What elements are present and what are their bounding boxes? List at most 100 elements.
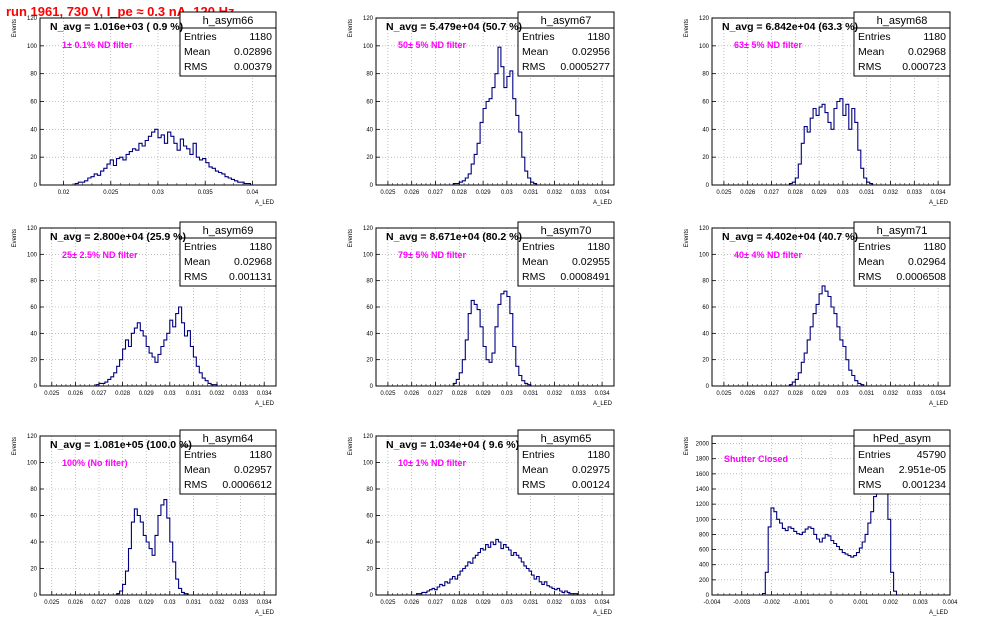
stats-value-entries: 1180	[923, 31, 946, 43]
y-axis-label: Events	[12, 229, 18, 247]
stats-box-frame	[517, 221, 615, 287]
y-tick-label: 120	[363, 434, 374, 440]
y-tick-label: 80	[366, 279, 373, 285]
y-tick-label: 80	[702, 72, 709, 78]
x-axis-label: A_LED	[593, 610, 613, 616]
x-tick-label: 0.031	[523, 391, 539, 397]
stats-value-mean: 0.02896	[234, 46, 272, 58]
histogram-name: h_asym66	[203, 15, 254, 27]
x-tick-label: 0.027	[428, 391, 444, 397]
y-tick-label: 0	[706, 384, 710, 390]
x-tick-label: 0.027	[428, 600, 444, 606]
stats-value-rms: 0.001234	[902, 479, 946, 491]
histogram-name: h_asym70	[541, 225, 592, 237]
x-axis-label: A_LED	[929, 401, 949, 407]
y-tick-label: 60	[702, 100, 709, 106]
histogram-line	[759, 443, 898, 596]
histogram-line	[783, 285, 891, 387]
histogram-panel-h_asym64: 0.025 0.026 0.027 0.028 0.029 0.03 0.031 0.032 0…	[12, 429, 277, 616]
y-tick-label: 100	[699, 252, 710, 258]
x-tick-label: 0.004	[942, 600, 958, 606]
x-tick-label: 0.03	[501, 190, 513, 196]
x-tick-label: 0.032	[209, 391, 225, 397]
y-tick-label: 60	[30, 305, 37, 311]
y-tick-label: 0	[34, 384, 38, 390]
histogram-name: h_asym68	[877, 15, 928, 27]
filter-label: 40± 4% ND filter	[734, 250, 802, 260]
panel-title: N_avg = 2.800e+04 (25.9 %)	[50, 231, 186, 243]
y-tick-label: 120	[699, 16, 710, 22]
stats-box: h_asym70 Entries 1180 Mean 0.02955 RMS 0.00084…	[517, 221, 615, 287]
histogram-line	[411, 538, 591, 596]
x-tick-label: 0.03	[164, 600, 176, 606]
stats-label-rms: RMS	[522, 61, 545, 73]
y-axis-label: Events	[348, 19, 354, 37]
y-tick-label: 20	[702, 358, 709, 364]
stats-value-mean: 2.951e-05	[899, 464, 946, 476]
y-tick-label: 60	[366, 514, 373, 520]
histogram-line	[40, 128, 276, 186]
stats-box-frame	[179, 429, 277, 495]
stats-box: h_asym67 Entries 1180 Mean 0.02956 RMS 0.00052…	[517, 11, 615, 77]
stats-box: h_asym66 Entries 1180 Mean 0.02896 RMS 0.00379	[179, 11, 277, 77]
x-tick-label: 0.025	[380, 600, 396, 606]
stats-box: h_asym68 Entries 1180 Mean 0.02968 RMS 0.00072…	[853, 11, 951, 77]
y-tick-label: 100	[27, 252, 38, 258]
x-tick-label: 0.029	[476, 391, 492, 397]
stats-value-mean: 0.02956	[572, 46, 610, 58]
x-tick-label: 0.034	[257, 600, 273, 606]
x-tick-label: 0.04	[247, 190, 259, 196]
y-tick-label: 1200	[696, 502, 710, 508]
y-tick-label: 20	[30, 155, 37, 161]
histogram-name: h_asym64	[203, 433, 254, 445]
x-tick-label: 0.033	[571, 190, 587, 196]
stats-label-mean: Mean	[522, 464, 548, 476]
stats-value-entries: 1180	[587, 31, 610, 43]
y-tick-label: 0	[34, 183, 38, 189]
y-tick-label: 80	[702, 279, 709, 285]
x-tick-label: 0.027	[428, 190, 444, 196]
stats-value-rms: 0.0006612	[222, 479, 272, 491]
y-tick-label: 40	[702, 331, 709, 337]
y-tick-label: 600	[699, 548, 710, 554]
x-tick-label: 0.032	[883, 391, 899, 397]
stats-box: h_asym69 Entries 1180 Mean 0.02968 RMS 0.00113…	[179, 221, 277, 287]
histogram-panel-h_asym66: 0.02 0.025 0.03 0.035 0.04 0 20 40 60 80 100 120 Eve…	[12, 11, 277, 206]
y-tick-label: 80	[30, 487, 37, 493]
y-tick-label: 120	[363, 226, 374, 232]
stats-value-rms: 0.0008491	[560, 271, 610, 283]
x-axis-label: A_LED	[255, 401, 275, 407]
x-tick-label: -0.003	[733, 600, 751, 606]
x-tick-label: 0.033	[571, 600, 587, 606]
stats-value-rms: 0.0005277	[560, 61, 610, 73]
stats-box-frame	[179, 221, 277, 287]
histogram-line	[87, 306, 229, 387]
x-tick-label: 0.031	[859, 190, 875, 196]
x-tick-label: 0.032	[883, 190, 899, 196]
panel-title: N_avg = 8.671e+04 (80.2 %)	[386, 231, 522, 243]
y-tick-label: 120	[699, 226, 710, 232]
x-axis-label: A_LED	[255, 610, 275, 616]
y-tick-label: 80	[30, 72, 37, 78]
x-tick-label: 0.003	[913, 600, 929, 606]
y-tick-label: 100	[363, 461, 374, 467]
x-tick-label: 0.028	[452, 600, 468, 606]
x-tick-label: 0.032	[547, 391, 563, 397]
y-axis-label: Events	[348, 437, 354, 455]
x-tick-label: 0.027	[91, 391, 107, 397]
stats-label-mean: Mean	[858, 464, 884, 476]
y-tick-label: 100	[27, 461, 38, 467]
x-tick-label: 0.033	[233, 600, 249, 606]
x-tick-label: 0.025	[44, 391, 60, 397]
y-tick-label: 120	[27, 434, 38, 440]
y-tick-label: 1800	[696, 457, 710, 463]
x-tick-label: 0.03	[501, 600, 513, 606]
x-tick-label: 0.034	[595, 391, 611, 397]
histogram-panel-h_asym67: 0.025 0.026 0.027 0.028 0.029 0.03 0.031 0.032 0…	[348, 11, 615, 206]
x-tick-label: -0.004	[703, 600, 721, 606]
x-tick-label: 0.028	[115, 600, 131, 606]
stats-label-mean: Mean	[184, 256, 210, 268]
filter-label: 25± 2.5% ND filter	[62, 250, 138, 260]
stats-label-entries: Entries	[522, 31, 555, 43]
x-tick-label: 0.033	[907, 391, 923, 397]
